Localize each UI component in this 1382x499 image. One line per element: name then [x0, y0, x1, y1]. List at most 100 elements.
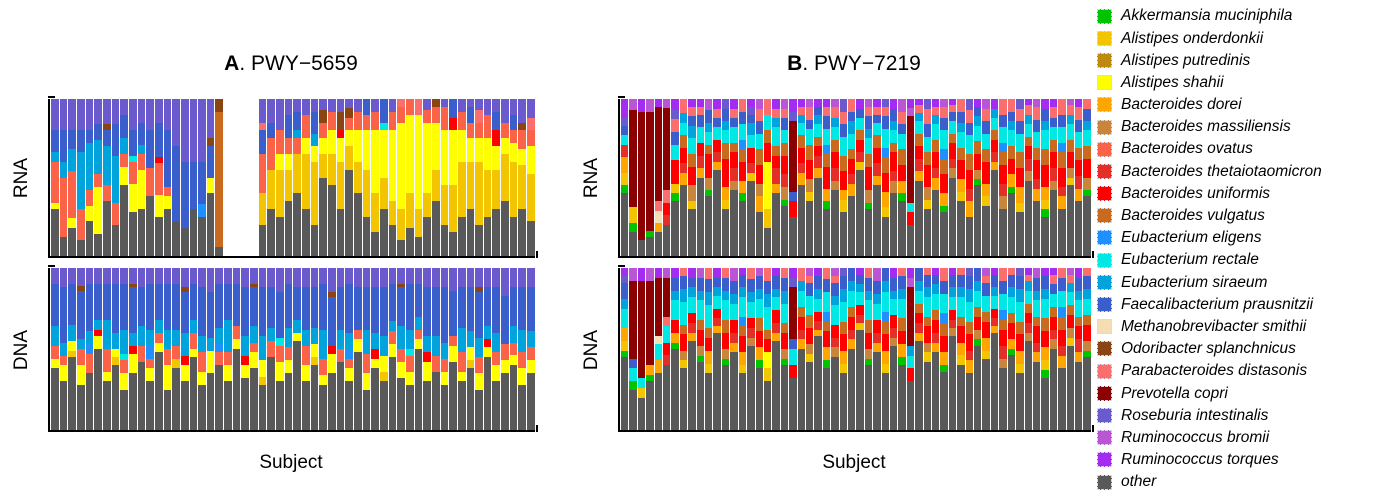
stacked-bar: [1074, 268, 1083, 430]
bar-segment: [982, 268, 990, 277]
bar-segment: [831, 295, 839, 306]
bar-segment: [68, 324, 76, 341]
bar-segment: [780, 108, 789, 118]
bar-segment: [923, 136, 932, 153]
bar-segment: [965, 201, 974, 217]
legend-item: Bacteroides uniformis: [1097, 183, 1322, 205]
legend-item: Eubacterium eligens: [1097, 227, 1322, 249]
bar-segment: [696, 168, 705, 178]
bar-segment: [120, 373, 128, 390]
bar-segment: [688, 201, 696, 209]
bar-segment: [965, 321, 974, 335]
bar-segment: [379, 287, 388, 337]
bar-segment: [1049, 316, 1058, 330]
bar-segment: [76, 349, 85, 366]
bar-segment: [932, 319, 940, 333]
bar-segment: [671, 144, 679, 161]
bar-segment: [431, 122, 440, 170]
bar-segment: [999, 127, 1007, 144]
bar-segment: [705, 122, 713, 133]
bar-segment: [198, 352, 206, 372]
bar-segment: [637, 111, 646, 241]
bar-segment: [789, 121, 797, 192]
bar-segment: [705, 99, 713, 111]
bar-segment: [999, 196, 1007, 209]
bar-segment: [232, 326, 241, 340]
bar-segment: [906, 116, 915, 203]
stacked-bar: [679, 99, 688, 256]
bar-segment: [738, 365, 747, 374]
bar-segment: [250, 368, 258, 430]
bar-segment: [654, 336, 663, 345]
bar-segment: [671, 349, 679, 430]
bar-segment: [1049, 99, 1058, 107]
panel-b-letter: B: [787, 52, 803, 75]
legend-item: Alistipes putredinis: [1097, 49, 1322, 71]
bar-segment: [730, 332, 738, 343]
stacked-bar: [705, 268, 713, 430]
bar-segment: [965, 334, 974, 351]
bar-segment: [898, 124, 906, 134]
stacked-bar: [509, 268, 518, 430]
bar-segment: [932, 168, 940, 178]
bar-segment: [789, 349, 797, 366]
bar-segment: [466, 208, 475, 256]
bar-segment: [68, 218, 76, 228]
bar-segment: [738, 352, 747, 366]
stacked-bar: [1041, 268, 1049, 430]
stacked-bar: [780, 99, 789, 256]
stacked-bar: [336, 268, 345, 430]
bar-segment: [492, 208, 501, 256]
bar-segment: [957, 122, 965, 133]
bar-segment: [509, 114, 518, 131]
bar-segment: [881, 268, 889, 282]
bar-segment: [873, 114, 881, 123]
stacked-bar: [789, 99, 797, 256]
bar-segment: [1007, 111, 1016, 122]
bar-segment: [353, 99, 362, 112]
bar-segment: [457, 371, 466, 382]
bar-segment: [1041, 378, 1049, 430]
bar-segment: [1024, 332, 1032, 341]
bar-segment: [780, 143, 789, 156]
stacked-bar: [1024, 268, 1032, 430]
stacked-bar: [873, 268, 881, 430]
bar-segment: [336, 130, 345, 139]
bar-segment: [128, 161, 137, 184]
bar-segment: [856, 169, 864, 256]
bar-segment: [898, 331, 906, 345]
bar-segment: [154, 268, 163, 285]
bar-segment: [94, 124, 102, 140]
bar-segment: [763, 281, 772, 294]
bar-segment: [198, 384, 206, 430]
bar-segment: [932, 274, 940, 285]
bar-segment: [1074, 106, 1083, 120]
bar-segment: [336, 268, 345, 288]
bar-segment: [696, 277, 705, 291]
panel-a-letter: A: [224, 52, 240, 75]
bar-segment: [154, 216, 163, 256]
bar-segment: [51, 130, 59, 153]
bar-segment: [713, 127, 721, 140]
bar-segment: [1049, 306, 1058, 317]
bar-segment: [483, 114, 492, 139]
bar-segment: [705, 292, 713, 306]
bar-segment: [120, 284, 128, 330]
bar-segment: [388, 130, 397, 202]
stacked-bar: [215, 268, 224, 430]
bar-segment: [974, 169, 982, 180]
stacked-bar: [258, 99, 267, 256]
bar-segment: [864, 208, 873, 256]
bar-segment: [663, 365, 671, 430]
bar-segment: [999, 368, 1007, 430]
bar-segment: [747, 172, 755, 181]
stacked-bar: [999, 268, 1007, 430]
bar-segment: [688, 116, 696, 126]
stacked-bar: [431, 99, 440, 256]
bar-segment: [362, 216, 371, 256]
bar-segment: [302, 138, 310, 154]
bar-segment: [146, 329, 154, 346]
bar-segment: [637, 280, 646, 379]
bar-segment: [1016, 202, 1024, 213]
bar-segment: [915, 146, 923, 159]
